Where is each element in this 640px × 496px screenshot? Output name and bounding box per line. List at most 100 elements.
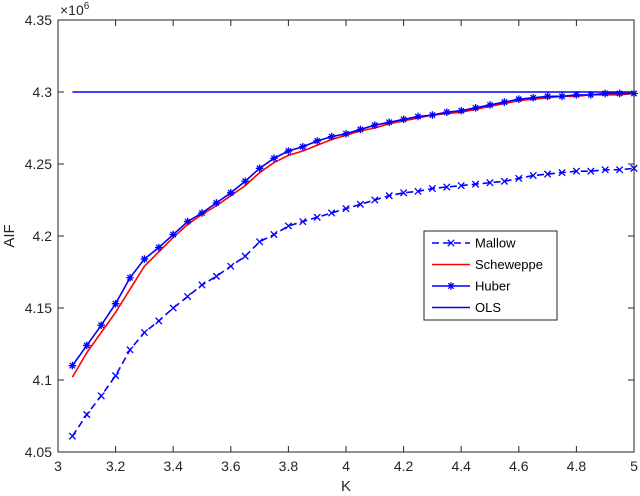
- mallow-point: [414, 187, 422, 196]
- huber-point: [399, 115, 408, 124]
- huber-point: [558, 92, 566, 101]
- huber-point: [428, 111, 437, 119]
- huber-point: [356, 125, 365, 134]
- huber-point: [543, 92, 552, 101]
- mallow-point: [486, 179, 494, 187]
- huber-point: [183, 217, 192, 226]
- mallow-point: [227, 262, 235, 270]
- huber-point: [299, 142, 307, 151]
- huber-point: [342, 129, 350, 138]
- legend-item-huber: Huber: [432, 279, 511, 294]
- mallow-point: [183, 292, 192, 301]
- x-tick-label: 3: [54, 458, 62, 474]
- legend-label: Scheweppe: [475, 257, 543, 272]
- huber-point: [140, 255, 149, 263]
- mallow-point: [299, 217, 307, 226]
- mallow-point: [327, 209, 336, 217]
- huber-point: [169, 230, 177, 239]
- y-tick-label: 4.15: [25, 300, 52, 316]
- huber-point: [529, 93, 537, 102]
- x-axis-title: K: [341, 478, 351, 495]
- huber-point: [241, 177, 249, 186]
- legend-item-scheweppe: Scheweppe: [432, 257, 543, 272]
- huber-point: [83, 341, 91, 350]
- mallow-point: [126, 346, 134, 354]
- huber-point: [371, 121, 379, 129]
- huber-point: [385, 118, 393, 127]
- mallow-point: [572, 167, 581, 175]
- huber-point: [327, 132, 336, 141]
- huber-point: [414, 112, 422, 121]
- mallow-point: [97, 392, 105, 400]
- mallow-point: [615, 166, 624, 174]
- huber-point: [126, 273, 134, 282]
- huber-point: [587, 91, 595, 99]
- legend-item-mallow: Mallow: [432, 236, 516, 251]
- ticks-layer: 3 3.2 3.4 3.6 3.8 4 4.2 4.4 4.6 4.8 5 4.05 4.1 4.15 4.…: [25, 12, 638, 474]
- huber-line: [71, 92, 634, 367]
- huber-point: [615, 89, 624, 98]
- y-tick-label: 4.25: [25, 156, 52, 172]
- mallow-point: [385, 192, 393, 200]
- mallow-point: [457, 181, 465, 190]
- mallow-point: [471, 180, 480, 188]
- x-tick-label: 4: [342, 458, 350, 474]
- x-tick-label: 4.4: [451, 458, 471, 474]
- mallow-line: [71, 167, 635, 437]
- huber-point: [284, 147, 293, 155]
- legend-huber-point: [447, 282, 455, 290]
- mallow-point: [443, 183, 451, 191]
- legend-label: Mallow: [475, 236, 516, 251]
- huber-point: [515, 95, 523, 103]
- huber-point: [155, 243, 163, 252]
- huber-point: [471, 104, 480, 112]
- legend-item-ols: OLS: [432, 300, 501, 315]
- mallow-point: [371, 196, 379, 204]
- huber-point: [212, 199, 221, 207]
- huber-point: [227, 189, 235, 197]
- y-axis-title: AIF: [1, 224, 18, 247]
- mallow-point: [68, 432, 77, 440]
- series-layer: [68, 89, 638, 440]
- huber-point: [500, 98, 509, 106]
- legend-label: Huber: [475, 279, 511, 294]
- huber-point: [572, 91, 581, 99]
- huber-point: [97, 321, 105, 330]
- mallow-point: [140, 328, 149, 337]
- mallow-point: [342, 204, 350, 213]
- mallow-point: [601, 166, 609, 174]
- huber-point: [198, 209, 206, 217]
- huber-point: [601, 89, 609, 98]
- huber-point: [313, 137, 321, 145]
- x-tick-label: 5: [630, 458, 638, 474]
- mallow-point: [399, 189, 408, 197]
- legend-label: OLS: [475, 300, 501, 315]
- x-tick-label: 4.6: [509, 458, 529, 474]
- mallow-point: [83, 410, 91, 419]
- y-tick-label: 4.05: [25, 444, 52, 460]
- mallow-point: [212, 272, 221, 280]
- mallow-point: [558, 168, 566, 177]
- mallow-point: [169, 304, 177, 312]
- y-tick-label: 4.2: [33, 228, 53, 244]
- mallow-point: [500, 177, 509, 185]
- huber-point: [486, 101, 494, 109]
- mallow-point: [587, 167, 595, 175]
- x-tick-label: 3.2: [106, 458, 126, 474]
- x-tick-label: 4.2: [394, 458, 414, 474]
- x-tick-label: 3.8: [279, 458, 299, 474]
- mallow-point: [241, 252, 249, 260]
- legend-box: [423, 230, 558, 321]
- mallow-point: [428, 184, 437, 193]
- mallow-point: [255, 238, 264, 246]
- y-tick-label: 4.35: [25, 12, 52, 28]
- x-tick-label: 3.4: [163, 458, 183, 474]
- legend: Mallow Scheweppe Huber OLS: [423, 230, 558, 321]
- mallow-point: [543, 170, 552, 178]
- mallow-point: [155, 317, 163, 325]
- mallow-point: [515, 174, 523, 183]
- x-tick-label: 3.6: [221, 458, 241, 474]
- mallow-point: [529, 171, 537, 180]
- huber-point: [111, 299, 120, 308]
